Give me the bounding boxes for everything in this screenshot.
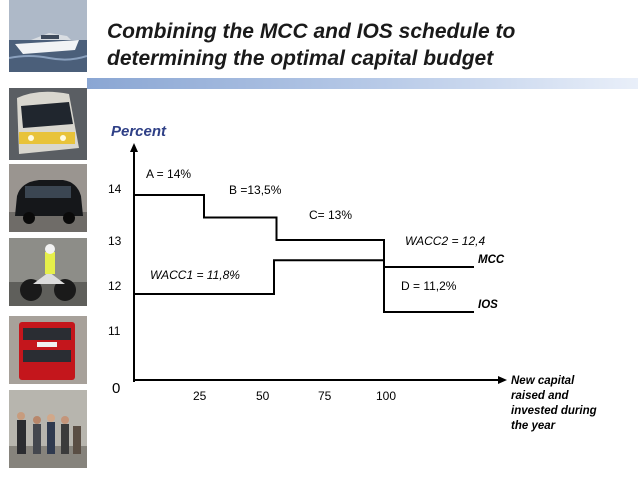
y-axis-title: Percent — [111, 123, 167, 140]
y-axis-arrow — [130, 143, 138, 152]
bus-photo — [9, 316, 87, 384]
ios-series-line — [134, 259, 474, 313]
x-tick-label: 75 — [318, 389, 332, 403]
annotation-b: B =13,5% — [229, 183, 282, 197]
train-photo — [9, 88, 87, 160]
x-tick-label: 100 — [376, 389, 397, 403]
motorbike-photo — [9, 238, 87, 306]
y-tick-label: 12 — [108, 279, 122, 293]
x-tick-label: 50 — [256, 389, 270, 403]
slide-title: Combining the MCC and IOS schedule to de… — [107, 18, 632, 72]
annotation-d: D = 11,2% — [401, 279, 457, 293]
annotation-a: A = 14% — [146, 167, 192, 181]
x-axis-arrow — [498, 376, 507, 384]
title-line-2: determining the optimal capital budget — [107, 47, 494, 70]
y-tick-label: 14 — [108, 182, 122, 196]
annotation-c: C= 13% — [309, 208, 353, 222]
ios-series-label: IOS — [478, 299, 498, 311]
title-banner — [87, 78, 638, 89]
y-tick-label: 11 — [108, 324, 121, 338]
taxi-photo — [9, 164, 87, 232]
x-axis-title-line: the year — [511, 420, 556, 432]
x-axis-title-line: New capital — [511, 375, 575, 387]
mcc-series-line — [134, 194, 474, 268]
origin-label: 0 — [112, 380, 121, 397]
crowd-photo — [9, 390, 87, 468]
x-tick-label: 25 — [193, 389, 207, 403]
photo-strip — [9, 0, 87, 478]
annotation-wacc1: WACC1 = 11,8% — [150, 268, 240, 282]
x-axis-title-line: raised and — [511, 390, 569, 402]
speedboat-photo — [9, 0, 87, 72]
x-axis-title: New capital raised and invested during t… — [511, 374, 597, 434]
mcc-series-label: MCC — [478, 254, 505, 266]
y-tick-label: 13 — [108, 234, 122, 248]
annotation-wacc2: WACC2 = 12,4 — [405, 234, 486, 248]
x-axis-title-line: invested during — [511, 405, 597, 417]
title-line-1: Combining the MCC and IOS schedule to — [107, 20, 516, 43]
